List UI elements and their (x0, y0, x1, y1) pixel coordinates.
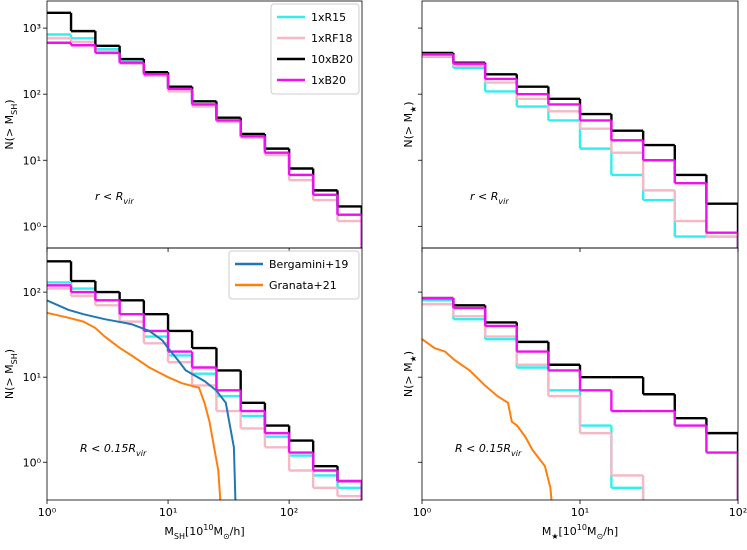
y-axis-label-part: N(> M (402, 362, 415, 397)
annotation-part: R < 0.15R (80, 442, 136, 455)
legend-label: 1xR15 (311, 11, 346, 24)
x-tick-label: 10² (729, 506, 747, 519)
annotation-part: R < 0.15R (455, 442, 511, 455)
plot-area (422, 296, 738, 500)
x-tick-label: 10¹ (571, 506, 589, 519)
x-axis-label-part: [10 (185, 525, 203, 538)
y-tick-label: 10¹ (23, 371, 41, 384)
annotation: R < 0.15Rvir (455, 442, 522, 458)
plot-area (422, 51, 738, 248)
y-axis-label: N(> M★) (402, 351, 418, 397)
x-axis-label-part: M (213, 525, 223, 538)
x-axis-label-part: /h] (603, 525, 618, 538)
legend-label: Granata+21 (269, 279, 337, 292)
x-tick-label: 10¹ (159, 506, 177, 519)
y-tick-label: 10² (23, 286, 41, 299)
data-line (47, 311, 222, 500)
x-axis-label-part: ★ (551, 532, 558, 541)
x-tick-label: 10⁰ (38, 506, 57, 519)
x-axis-label-part: ⊙ (223, 532, 230, 541)
y-axis-label-part: ) (3, 99, 16, 103)
y-axis-label-part: ★ (409, 106, 418, 113)
y-axis-label-part: ) (3, 349, 16, 353)
data-line (422, 338, 553, 500)
legend-label: Bergamini+19 (269, 258, 348, 271)
annotation-part: r < R (470, 190, 498, 203)
y-tick-label: 10¹ (23, 154, 41, 167)
y-axis-label-part: N(> M (3, 115, 16, 150)
x-axis-label-part: [10 (559, 525, 577, 538)
y-axis-label-part: ) (402, 351, 415, 355)
annotation: r < Rvir (470, 190, 509, 206)
legend-label: 1xRF18 (311, 32, 352, 45)
y-tick-label: 10⁰ (23, 456, 42, 469)
legend-box (270, 3, 360, 95)
x-axis-label-part: ⊙ (596, 532, 603, 541)
y-axis-label-part: SH (10, 104, 19, 115)
x-tick-label: 10² (280, 506, 298, 519)
annotation-part: vir (123, 197, 134, 206)
y-axis-label: N(> MSH) (3, 99, 19, 149)
x-tick-label: 10⁰ (413, 506, 432, 519)
x-axis-label-part: SH (174, 532, 185, 541)
annotation: R < 0.15Rvir (80, 442, 147, 458)
y-axis-label-part: SH (10, 353, 19, 364)
y-axis-label-part: N(> M (402, 113, 415, 148)
annotation: r < Rvir (95, 190, 134, 206)
plot-area (47, 260, 362, 500)
y-tick-label: 10² (23, 88, 41, 101)
annotation-part: r < R (95, 190, 123, 203)
y-axis-label-part: N(> M (3, 364, 16, 399)
x-axis-label: M★[1010M⊙/h] (542, 523, 618, 541)
legend-label: 1xB20 (311, 74, 346, 87)
legend-label: 10xB20 (311, 53, 353, 66)
y-axis-label-part: ★ (409, 355, 418, 362)
x-axis-label-part: 10 (577, 523, 587, 532)
y-axis-label-part: ) (402, 101, 415, 105)
y-axis-label: N(> M★) (402, 101, 418, 147)
data-line (47, 299, 237, 500)
annotation-part: vir (511, 449, 522, 458)
y-tick-label: 10³ (23, 22, 41, 35)
y-tick-label: 10⁰ (23, 220, 42, 233)
x-axis-label-part: 10 (203, 523, 213, 532)
annotation-part: vir (136, 449, 147, 458)
x-axis-label-part: M (164, 525, 174, 538)
axes-frame (46, 247, 363, 501)
annotation-part: vir (498, 197, 509, 206)
x-axis-label-part: /h] (230, 525, 245, 538)
y-axis-label: N(> MSH) (3, 349, 19, 399)
x-axis-label: MSH[1010M⊙/h] (164, 523, 244, 541)
x-axis-label-part: M (587, 525, 597, 538)
x-axis-label-part: M (542, 525, 552, 538)
